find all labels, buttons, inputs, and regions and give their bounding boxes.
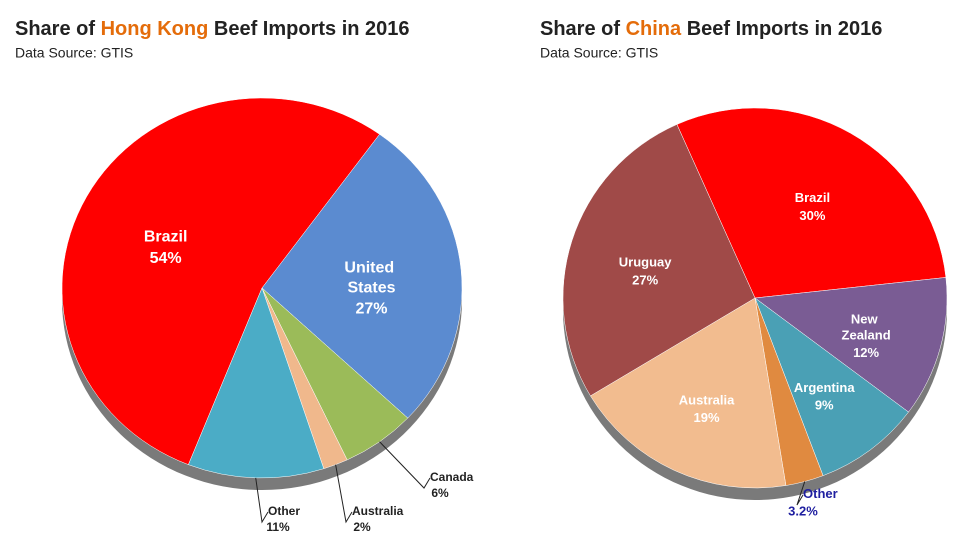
slice-value: 27% <box>355 300 387 317</box>
pie-slice <box>61 97 380 465</box>
pie-slice <box>590 297 787 489</box>
slice-label: Uruguay <box>619 255 673 270</box>
slice-value: 11% <box>266 520 290 534</box>
slice-value: 30% <box>799 208 825 223</box>
slice-value: 12% <box>853 345 879 360</box>
pie-slice <box>754 277 948 413</box>
title-part: Beef Imports in 2016 <box>681 18 882 40</box>
pie-slice <box>754 297 909 476</box>
title-part: Hong Kong <box>101 18 209 40</box>
slice-label: Argentina <box>794 381 855 396</box>
slice-value: 19% <box>694 410 720 425</box>
pie-slice <box>562 124 756 397</box>
slice-label: Other <box>803 486 838 501</box>
leader-line <box>796 481 806 506</box>
pie-slice <box>676 107 947 299</box>
slice-value: 6% <box>431 486 449 500</box>
subtitle: Data Source: GTIS <box>15 45 133 61</box>
slice-value: 3.2% <box>788 504 818 519</box>
slice-label: Canada <box>430 470 474 484</box>
slice-value: 9% <box>815 398 834 413</box>
subtitle: Data Source: GTIS <box>540 45 658 61</box>
slice-label: New Zealand <box>842 312 891 343</box>
slice-label: Brazil <box>795 191 830 206</box>
slice-value: 54% <box>150 250 182 267</box>
title-part: Beef Imports in 2016 <box>208 18 409 40</box>
slice-label: Brazil <box>144 229 188 246</box>
slice-label: United States <box>344 260 398 297</box>
chart-title: Share of China Beef Imports in 2016 <box>540 18 882 40</box>
chart-title: Share of Hong Kong Beef Imports in 2016 <box>15 18 410 40</box>
title-part: Share of <box>15 18 101 40</box>
leader-line <box>379 441 431 489</box>
leader-line <box>255 477 269 524</box>
slice-label: Other <box>268 504 300 518</box>
slice-value: 27% <box>632 272 658 287</box>
slice-value: 2% <box>353 520 371 534</box>
slice-label: Australia <box>679 393 735 408</box>
leader-line <box>335 464 353 524</box>
title-part: China <box>626 18 682 40</box>
slice-label: Australia <box>352 504 404 518</box>
title-part: Share of <box>540 18 626 40</box>
pie-slice <box>261 133 463 419</box>
